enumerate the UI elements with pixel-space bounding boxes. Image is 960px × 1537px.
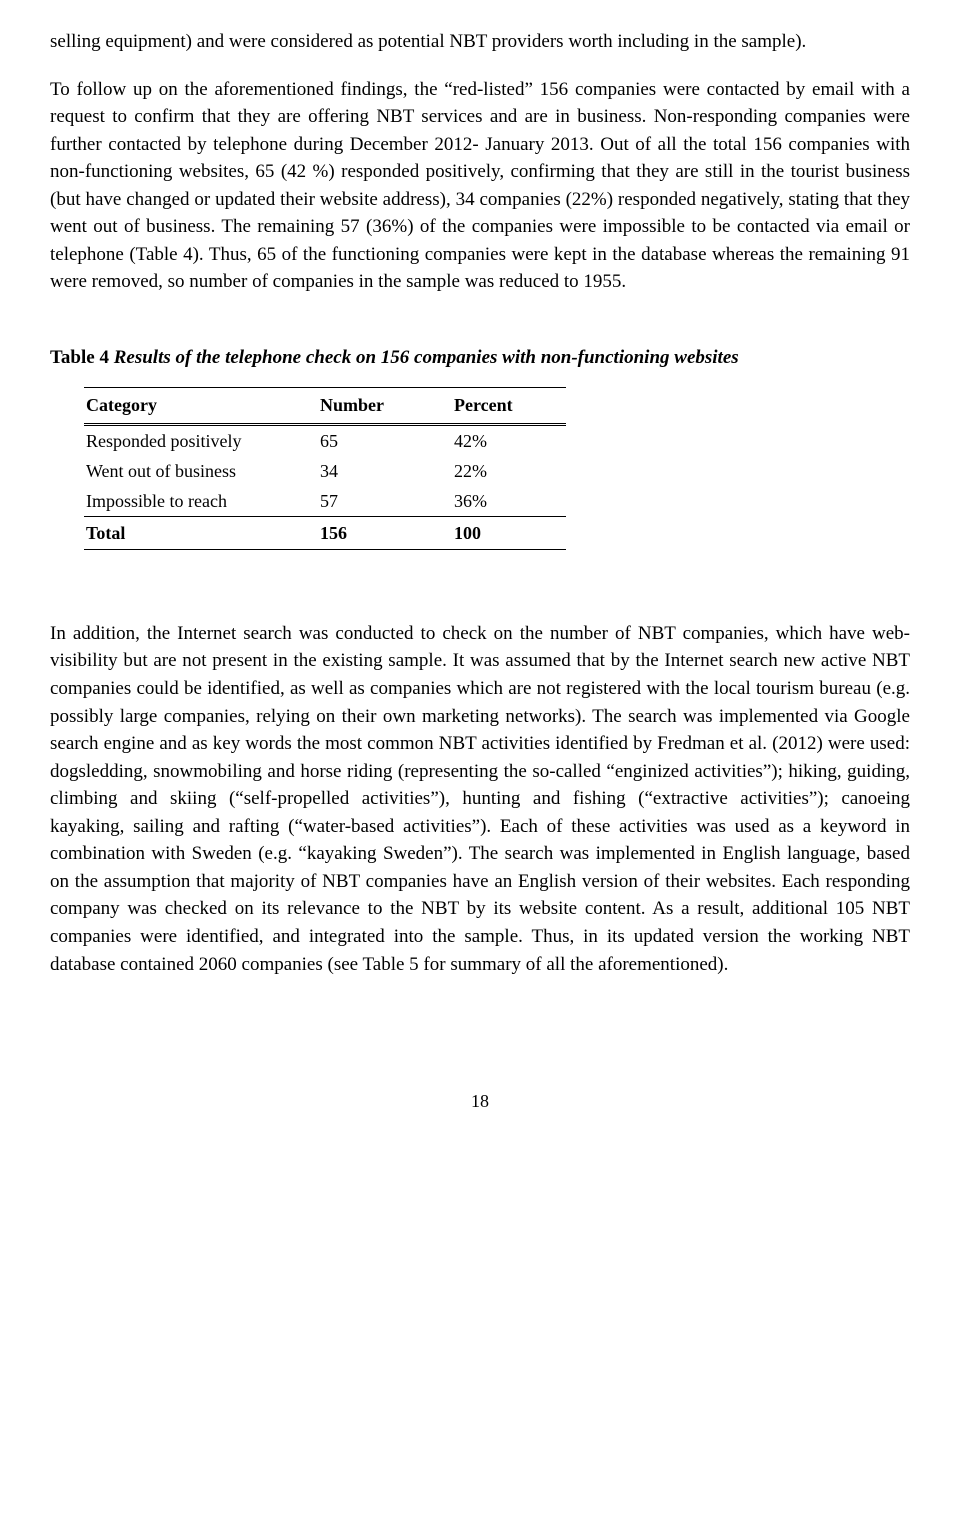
cell-category: Went out of business — [84, 456, 318, 486]
col-header-number: Number — [318, 388, 452, 424]
table-4-caption: Table 4 Results of the telephone check o… — [50, 344, 910, 372]
cell-category: Responded positively — [84, 424, 318, 456]
table-row: Went out of business 34 22% — [84, 456, 566, 486]
cell-percent: 22% — [452, 456, 566, 486]
table-total-row: Total 156 100 — [84, 516, 566, 549]
cell-category: Impossible to reach — [84, 486, 318, 517]
table-4-title: Results of the telephone check on 156 co… — [114, 347, 739, 368]
cell-number: 65 — [318, 424, 452, 456]
cell-number: 57 — [318, 486, 452, 517]
col-header-category: Category — [84, 388, 318, 424]
table-header-row: Category Number Percent — [84, 388, 566, 424]
table-row: Responded positively 65 42% — [84, 424, 566, 456]
cell-number: 34 — [318, 456, 452, 486]
table-4-label: Table 4 — [50, 347, 114, 368]
page-number: 18 — [50, 1088, 910, 1114]
total-number: 156 — [318, 516, 452, 549]
total-label: Total — [84, 516, 318, 549]
table-4: Category Number Percent Responded positi… — [84, 387, 566, 549]
col-header-percent: Percent — [452, 388, 566, 424]
total-percent: 100 — [452, 516, 566, 549]
cell-percent: 42% — [452, 424, 566, 456]
paragraph-3: In addition, the Internet search was con… — [50, 620, 910, 978]
paragraph-1: selling equipment) and were considered a… — [50, 28, 910, 56]
paragraph-2: To follow up on the aforementioned findi… — [50, 76, 910, 296]
table-row: Impossible to reach 57 36% — [84, 486, 566, 517]
cell-percent: 36% — [452, 486, 566, 517]
